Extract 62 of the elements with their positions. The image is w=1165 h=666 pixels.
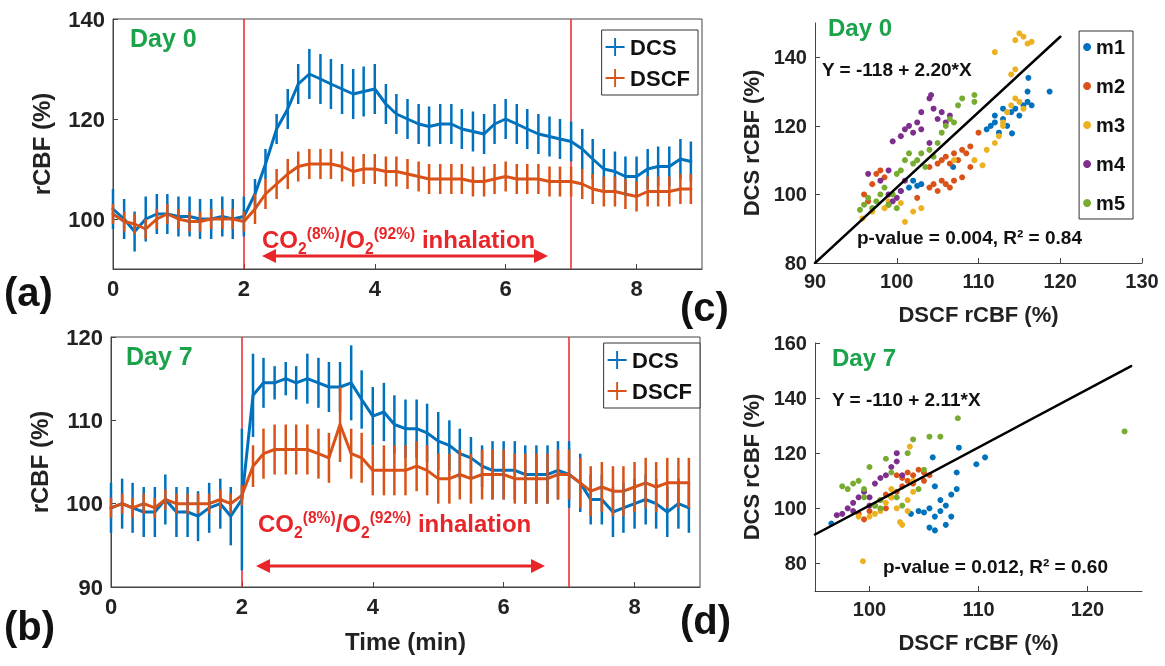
legend-label: m1 bbox=[1096, 36, 1125, 58]
legend-label: DSCF bbox=[632, 378, 692, 404]
text: (c) bbox=[680, 285, 729, 329]
x-tick-label: 120 bbox=[1043, 270, 1077, 292]
y-tick-label: 100 bbox=[773, 497, 807, 520]
legend-label: m3 bbox=[1096, 114, 1125, 136]
annotation: Y = -118 + 2.20*X bbox=[822, 59, 972, 80]
x-tick-label: 6 bbox=[497, 593, 510, 619]
annotation: Day 0 bbox=[130, 24, 197, 52]
annotation: CO$_{2}$$^{(8%)}$/O$_{2}$$^{(92%)}$ inhalation bbox=[262, 225, 536, 257]
x-axis-title: Time (min) bbox=[345, 627, 466, 655]
x-axis-title: DSCF rCBF (%) bbox=[898, 629, 1059, 655]
annotation: CO$_{2}$$^{(8%)}$/O$_{2}$$^{(92%)}$ inhalation bbox=[258, 509, 532, 541]
legend-label: m5 bbox=[1096, 192, 1125, 214]
x-tick-label: 0 bbox=[106, 275, 120, 301]
y-axis-title: rCBF (%) bbox=[27, 92, 55, 196]
x-tick-label: 8 bbox=[630, 275, 643, 301]
annotation: Y = -110 + 2.11*X bbox=[832, 389, 981, 410]
text: (a) bbox=[4, 270, 53, 314]
annotation: Day 7 bbox=[832, 344, 897, 371]
x-tick-label: 130 bbox=[1125, 270, 1159, 292]
y-tick-label: 140 bbox=[773, 46, 807, 69]
y-axis-title: rCBF (%) bbox=[25, 410, 53, 514]
y-tick-label: 110 bbox=[67, 407, 103, 433]
y-axis-title: DCS rCBF (%) bbox=[739, 393, 765, 541]
text: (b) bbox=[4, 604, 56, 648]
y-tick-label: 140 bbox=[68, 6, 105, 32]
y-tick-label: 120 bbox=[68, 106, 105, 132]
x-tick-label: 110 bbox=[962, 270, 995, 292]
x-axis-title: DSCF rCBF (%) bbox=[898, 301, 1059, 327]
annotation: Day 7 bbox=[126, 342, 193, 370]
y-tick-label: 100 bbox=[773, 183, 807, 206]
x-tick-label: 100 bbox=[880, 270, 914, 292]
x-tick-label: 6 bbox=[499, 275, 512, 301]
legend-label: m4 bbox=[1096, 153, 1126, 175]
x-tick-label: 2 bbox=[237, 275, 251, 301]
legend-label: DCS bbox=[632, 347, 679, 373]
x-tick-label: 120 bbox=[1070, 598, 1105, 620]
y-tick-label: 90 bbox=[78, 574, 103, 600]
x-tick-label: 4 bbox=[366, 593, 380, 619]
y-tick-label: 140 bbox=[773, 387, 807, 410]
y-tick-label: 120 bbox=[66, 324, 103, 350]
text: (d) bbox=[680, 598, 732, 642]
x-tick-label: 0 bbox=[104, 593, 118, 619]
y-tick-label: 80 bbox=[784, 552, 807, 575]
annotation: p-value = 0.004, R² = 0.84 bbox=[857, 227, 1082, 248]
x-tick-label: 100 bbox=[852, 598, 887, 620]
legend-label: DSCF bbox=[630, 65, 690, 91]
x-tick-label: 8 bbox=[628, 593, 641, 619]
annotation: Day 0 bbox=[828, 14, 893, 41]
y-tick-label: 120 bbox=[773, 114, 807, 137]
x-tick-label: 110 bbox=[962, 598, 995, 620]
y-tick-label: 100 bbox=[68, 206, 105, 232]
x-tick-label: 2 bbox=[235, 593, 249, 619]
y-tick-label: 160 bbox=[773, 332, 807, 354]
y-tick-label: 120 bbox=[773, 442, 807, 465]
x-tick-label: 4 bbox=[368, 275, 382, 301]
y-tick-label: 100 bbox=[66, 491, 103, 517]
legend-label: DCS bbox=[630, 34, 677, 60]
legend-label: m2 bbox=[1096, 75, 1125, 97]
annotation: p-value = 0.012, R² = 0.60 bbox=[883, 556, 1108, 577]
y-axis-title: DCS rCBF (%) bbox=[739, 69, 765, 217]
